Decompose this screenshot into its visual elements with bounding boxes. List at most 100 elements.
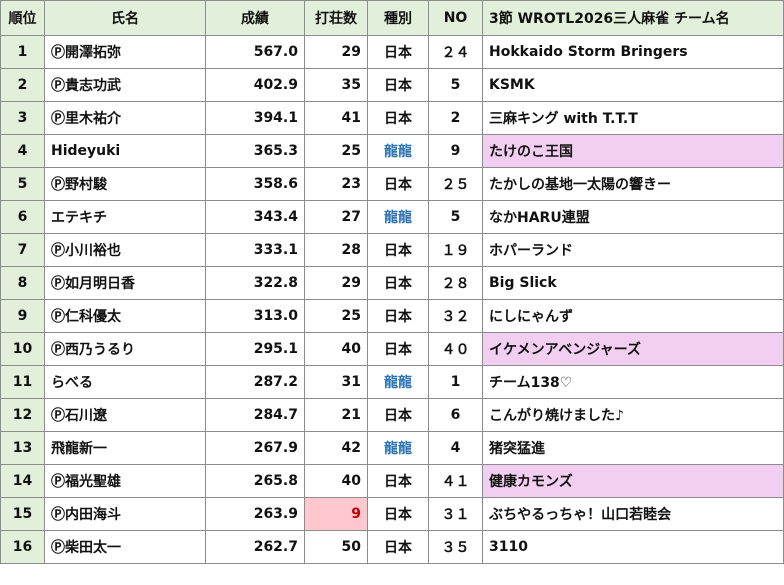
kind-cell: 日本 [367, 530, 429, 564]
table-row: 2 Ⓟ貴志功武 402.9 35 日本 5 KSMK [0, 68, 784, 102]
score-cell: 358.6 [205, 167, 305, 201]
kind-cell: 日本 [367, 233, 429, 267]
no-cell: １９ [428, 233, 483, 267]
score-cell: 284.7 [205, 398, 305, 432]
score-cell: 567.0 [205, 35, 305, 69]
score-cell: 265.8 [205, 464, 305, 498]
rank-cell: 13 [0, 431, 45, 465]
no-cell: 4 [428, 431, 483, 465]
rank-cell: 1 [0, 35, 45, 69]
no-cell: 2 [428, 101, 483, 135]
team-cell: たかしの基地一太陽の響きー [482, 167, 784, 201]
score-cell: 267.9 [205, 431, 305, 465]
kind-cell: 日本 [367, 497, 429, 531]
team-cell: たけのこ王国 [482, 134, 784, 168]
no-cell: 5 [428, 200, 483, 234]
name-cell: Ⓟ仁科優太 [44, 299, 206, 333]
score-cell: 313.0 [205, 299, 305, 333]
score-cell: 402.9 [205, 68, 305, 102]
score-cell: 262.7 [205, 530, 305, 564]
no-cell: ２４ [428, 35, 483, 69]
rank-cell: 7 [0, 233, 45, 267]
games-cell: 27 [304, 200, 368, 234]
table-row: 12 Ⓟ石川遼 284.7 21 日本 6 こんがり焼けました♪ [0, 398, 784, 432]
score-cell: 322.8 [205, 266, 305, 300]
team-cell: ホパーランド [482, 233, 784, 267]
name-cell: 飛龍新一 [44, 431, 206, 465]
games-cell: 21 [304, 398, 368, 432]
no-cell: ２８ [428, 266, 483, 300]
rank-cell: 2 [0, 68, 45, 102]
games-cell: 31 [304, 365, 368, 399]
score-cell: 333.1 [205, 233, 305, 267]
no-cell: ４０ [428, 332, 483, 366]
team-cell: ぶちやるっちゃ！山口若睦会 [482, 497, 784, 531]
games-cell: 9 [304, 497, 368, 531]
team-cell: なかHARU連盟 [482, 200, 784, 234]
rank-cell: 10 [0, 332, 45, 366]
team-cell: 健康カモンズ [482, 464, 784, 498]
rank-cell: 6 [0, 200, 45, 234]
rank-cell: 12 [0, 398, 45, 432]
score-cell: 394.1 [205, 101, 305, 135]
score-cell: 343.4 [205, 200, 305, 234]
header-rank: 順位 [0, 0, 45, 36]
rank-cell: 16 [0, 530, 45, 564]
table-row: 14 Ⓟ福光聖雄 265.8 40 日本 ４１ 健康カモンズ [0, 464, 784, 498]
rank-cell: 14 [0, 464, 45, 498]
header-kind: 種別 [367, 0, 429, 36]
ranking-body: 1 Ⓟ開澤拓弥 567.0 29 日本 ２４ Hokkaido Storm Bringers… [0, 35, 784, 564]
games-cell: 29 [304, 35, 368, 69]
games-cell: 23 [304, 167, 368, 201]
name-cell: Hideyuki [44, 134, 206, 168]
games-cell: 25 [304, 299, 368, 333]
table-row: 1 Ⓟ開澤拓弥 567.0 29 日本 ２４ Hokkaido Storm Bringers [0, 35, 784, 69]
team-cell: KSMK [482, 68, 784, 102]
no-cell: ３１ [428, 497, 483, 531]
name-cell: Ⓟ開澤拓弥 [44, 35, 206, 69]
no-cell: ３２ [428, 299, 483, 333]
header-team: 3節 WROTL2026三人麻雀 チーム名 [482, 0, 784, 36]
kind-cell: 龍龍 [367, 134, 429, 168]
header-no: NO [428, 0, 483, 36]
rank-cell: 11 [0, 365, 45, 399]
name-cell: Ⓟ福光聖雄 [44, 464, 206, 498]
kind-cell: 日本 [367, 167, 429, 201]
name-cell: エテキチ [44, 200, 206, 234]
table-row: 15 Ⓟ内田海斗 263.9 9 日本 ３１ ぶちやるっちゃ！山口若睦会 [0, 497, 784, 531]
no-cell: 1 [428, 365, 483, 399]
name-cell: Ⓟ柴田太一 [44, 530, 206, 564]
name-cell: Ⓟ里木祐介 [44, 101, 206, 135]
kind-cell: 日本 [367, 299, 429, 333]
header-score: 成績 [205, 0, 305, 36]
games-cell: 40 [304, 464, 368, 498]
table-row: 7 Ⓟ小川裕也 333.1 28 日本 １９ ホパーランド [0, 233, 784, 267]
rank-cell: 8 [0, 266, 45, 300]
rank-cell: 4 [0, 134, 45, 168]
table-row: 16 Ⓟ柴田太一 262.7 50 日本 ３５ 3110 [0, 530, 784, 564]
table-row: 6 エテキチ 343.4 27 龍龍 5 なかHARU連盟 [0, 200, 784, 234]
team-cell: 三麻キング with T.T.T [482, 101, 784, 135]
no-cell: ４１ [428, 464, 483, 498]
rank-cell: 5 [0, 167, 45, 201]
header-row: 順位 氏名 成績 打荘数 種別 NO 3節 WROTL2026三人麻雀 チーム名 [0, 0, 784, 36]
table-row: 4 Hideyuki 365.3 25 龍龍 9 たけのこ王国 [0, 134, 784, 168]
rank-cell: 9 [0, 299, 45, 333]
score-cell: 263.9 [205, 497, 305, 531]
table-row: 10 Ⓟ西乃うるり 295.1 40 日本 ４０ イケメンアベンジャーズ [0, 332, 784, 366]
name-cell: Ⓟ如月明日香 [44, 266, 206, 300]
no-cell: 9 [428, 134, 483, 168]
games-cell: 29 [304, 266, 368, 300]
kind-cell: 龍龍 [367, 365, 429, 399]
team-cell: チーム138♡ [482, 365, 784, 399]
score-cell: 295.1 [205, 332, 305, 366]
team-cell: Hokkaido Storm Bringers [482, 35, 784, 69]
team-cell: 3110 [482, 530, 784, 564]
games-cell: 28 [304, 233, 368, 267]
games-cell: 41 [304, 101, 368, 135]
table-row: 13 飛龍新一 267.9 42 龍龍 4 猪突猛進 [0, 431, 784, 465]
kind-cell: 日本 [367, 68, 429, 102]
kind-cell: 日本 [367, 101, 429, 135]
rank-cell: 15 [0, 497, 45, 531]
rank-cell: 3 [0, 101, 45, 135]
